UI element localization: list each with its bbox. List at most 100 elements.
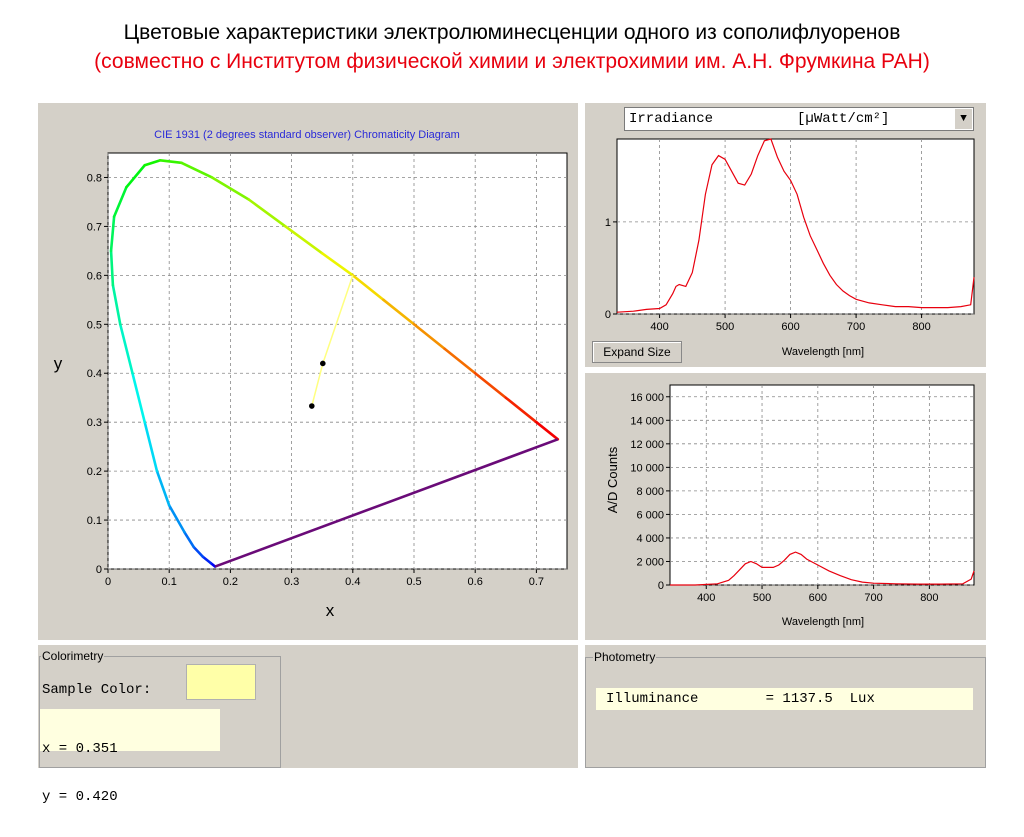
spectral-locus-segment xyxy=(109,215,116,253)
y-tick-label: 8 000 xyxy=(636,486,664,498)
spectral-locus-segment xyxy=(192,545,205,559)
x-tick-label: 700 xyxy=(847,321,865,333)
sample-point xyxy=(320,360,326,367)
y-tick-label: 2 000 xyxy=(636,556,664,568)
x-tick-label: 700 xyxy=(864,592,882,604)
spectral-locus-segment xyxy=(284,225,324,255)
spectral-locus-segment xyxy=(351,274,385,302)
counts-series-line xyxy=(670,551,975,586)
spectral-locus-segment xyxy=(382,298,416,326)
y-tick-label: 0 xyxy=(605,309,611,321)
white-point xyxy=(308,403,315,409)
y-tick-label: 0.3 xyxy=(87,417,102,429)
cie-y-axis-label: y xyxy=(54,354,63,373)
sample-to-white-line xyxy=(311,363,324,407)
sample-color-label: Sample Color: xyxy=(42,682,152,698)
x-tick-label: 0.2 xyxy=(223,576,238,588)
plot-area xyxy=(669,384,975,586)
counts-plot: 400 500 600 700 800 0 2 000 4 000 6 000 8 000 10 0… xyxy=(630,384,975,604)
slide-subtitle: (совместно с Институтом физической химии… xyxy=(94,50,930,73)
cie-chart-title: CIE 1931 (2 degrees standard observer) C… xyxy=(154,129,460,141)
spectral-locus-segment xyxy=(210,176,251,201)
y-tick-label: 0 xyxy=(658,580,664,592)
spectral-locus-segment xyxy=(155,469,171,507)
spectrum-panel: 400 500 600 700 800 0 1 Wavelength [nm] xyxy=(585,103,986,367)
spectral-locus-segment xyxy=(473,371,508,400)
irradiance-series-line xyxy=(616,138,975,313)
chevron-down-icon[interactable]: ▼ xyxy=(954,109,972,129)
illuminance-readout: Illuminance = 1137.5 Lux xyxy=(596,688,973,710)
counts-y-axis-label: A/D Counts xyxy=(605,446,620,513)
photometry-legend: Photometry xyxy=(593,650,657,664)
x-tick-label: 0.7 xyxy=(529,576,544,588)
y-tick-label: 0.8 xyxy=(87,172,102,184)
y-tick-label: 14 000 xyxy=(630,415,664,427)
plot-area xyxy=(107,152,568,570)
spectral-locus-segment xyxy=(504,396,538,424)
y-tick-label: 0.7 xyxy=(87,221,102,233)
y-tick-label: 0.4 xyxy=(87,368,102,380)
spectral-locus-segment xyxy=(131,371,147,424)
chromaticity-readout: x = 0.351 y = 0.420 xyxy=(40,709,220,805)
x-coordinate-value: x = 0.351 xyxy=(42,741,118,757)
spectral-locus-segment xyxy=(167,504,186,534)
spectral-locus-segment xyxy=(143,420,159,473)
y-tick-label: 4 000 xyxy=(636,533,664,545)
y-tick-label: 1 xyxy=(605,217,611,229)
spectral-locus-segment xyxy=(118,322,134,375)
x-tick-label: 0 xyxy=(105,576,111,588)
spectral-locus-segment xyxy=(320,252,355,277)
photometry-panel: Photometry Illuminance = 1137.5 Lux xyxy=(585,645,986,768)
measurement-type-value: Irradiance [µWatt/cm²] xyxy=(629,111,890,127)
counts-x-axis-label: Wavelength [nm] xyxy=(782,616,864,628)
y-tick-label: 16 000 xyxy=(630,392,664,404)
y-tick-label: 0.5 xyxy=(87,319,102,331)
x-tick-label: 400 xyxy=(650,321,668,333)
y-tick-label: 0.6 xyxy=(87,270,102,282)
y-tick-label: 0 xyxy=(96,564,102,576)
x-tick-label: 800 xyxy=(920,592,938,604)
measurement-type-select[interactable]: Irradiance [µWatt/cm²] ▼ xyxy=(624,107,974,131)
spectral-locus-segment xyxy=(443,347,477,375)
expand-size-button[interactable]: Expand Size xyxy=(592,341,682,363)
y-tick-label: 0.1 xyxy=(87,515,102,527)
colorimetry-legend: Colorimetry xyxy=(41,649,105,663)
plot-area xyxy=(616,138,975,315)
spectrum-x-axis-label: Wavelength [nm] xyxy=(782,346,864,358)
spectrum-plot: 400 500 600 700 800 0 1 xyxy=(605,138,975,333)
x-tick-label: 800 xyxy=(912,321,930,333)
line-of-purples xyxy=(214,438,559,568)
spectral-locus-segment xyxy=(412,322,446,351)
spectral-locus-segment xyxy=(109,249,115,287)
photometry-group-box xyxy=(585,657,986,768)
spectral-locus-segment xyxy=(143,159,162,167)
x-tick-label: 500 xyxy=(753,592,771,604)
x-tick-label: 0.4 xyxy=(345,576,360,588)
spectral-locus-segment xyxy=(111,283,122,326)
colorimetry-panel: Colorimetry Sample Color: x = 0.351 y = … xyxy=(38,645,578,805)
spectral-locus-segment xyxy=(247,198,287,228)
x-tick-label: 600 xyxy=(781,321,799,333)
x-tick-label: 0.5 xyxy=(406,576,421,588)
sample-color-swatch xyxy=(186,664,256,700)
spectral-locus-segment xyxy=(112,185,128,218)
y-coordinate-value: y = 0.420 xyxy=(42,789,118,805)
counts-panel: 400 500 600 700 800 0 2 000 4 000 6 000 8 000 10 0… xyxy=(585,373,986,640)
x-tick-label: 0.1 xyxy=(162,576,177,588)
spectral-locus-segment xyxy=(158,159,183,165)
y-tick-label: 10 000 xyxy=(630,462,664,474)
slide-title: Цветовые характеристики электролюминесце… xyxy=(123,21,901,44)
spectral-locus-segment xyxy=(125,163,147,189)
y-tick-label: 6 000 xyxy=(636,509,664,521)
x-tick-label: 0.6 xyxy=(468,576,483,588)
dominant-wavelength-line xyxy=(322,275,354,364)
cie-x-axis-label: x xyxy=(326,601,335,620)
x-tick-label: 0.3 xyxy=(284,576,299,588)
cie-panel: CIE 1931 (2 degrees standard observer) C… xyxy=(38,103,578,640)
spectral-locus-segment xyxy=(201,555,213,565)
spectral-locus-segment xyxy=(180,161,214,179)
spectral-locus-segment xyxy=(535,420,560,441)
spectral-locus-segment xyxy=(183,530,195,549)
x-tick-label: 600 xyxy=(809,592,827,604)
x-tick-label: 500 xyxy=(716,321,734,333)
